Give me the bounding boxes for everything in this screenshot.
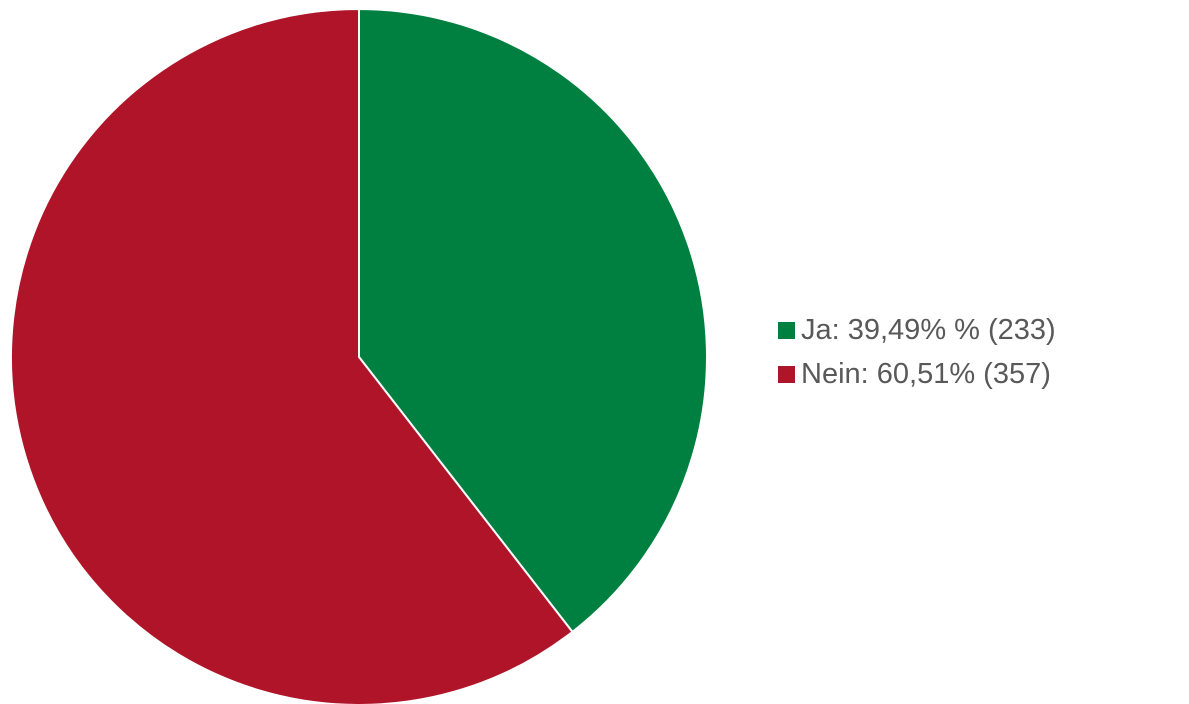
pie-slice-ja <box>358 8 708 633</box>
legend-label-ja: Ja: 39,49% % (233) <box>801 313 1056 346</box>
legend-item-nein: Nein: 60,51% (357) <box>778 352 1056 396</box>
legend-swatch-ja <box>778 321 795 339</box>
legend-swatch-nein <box>778 365 795 383</box>
legend-item-ja: Ja: 39,49% % (233) <box>778 308 1056 352</box>
pie-chart-plot <box>10 8 708 704</box>
chart-legend: Ja: 39,49% % (233) Nein: 60,51% (357) <box>778 308 1056 396</box>
legend-label-nein: Nein: 60,51% (357) <box>801 357 1051 390</box>
